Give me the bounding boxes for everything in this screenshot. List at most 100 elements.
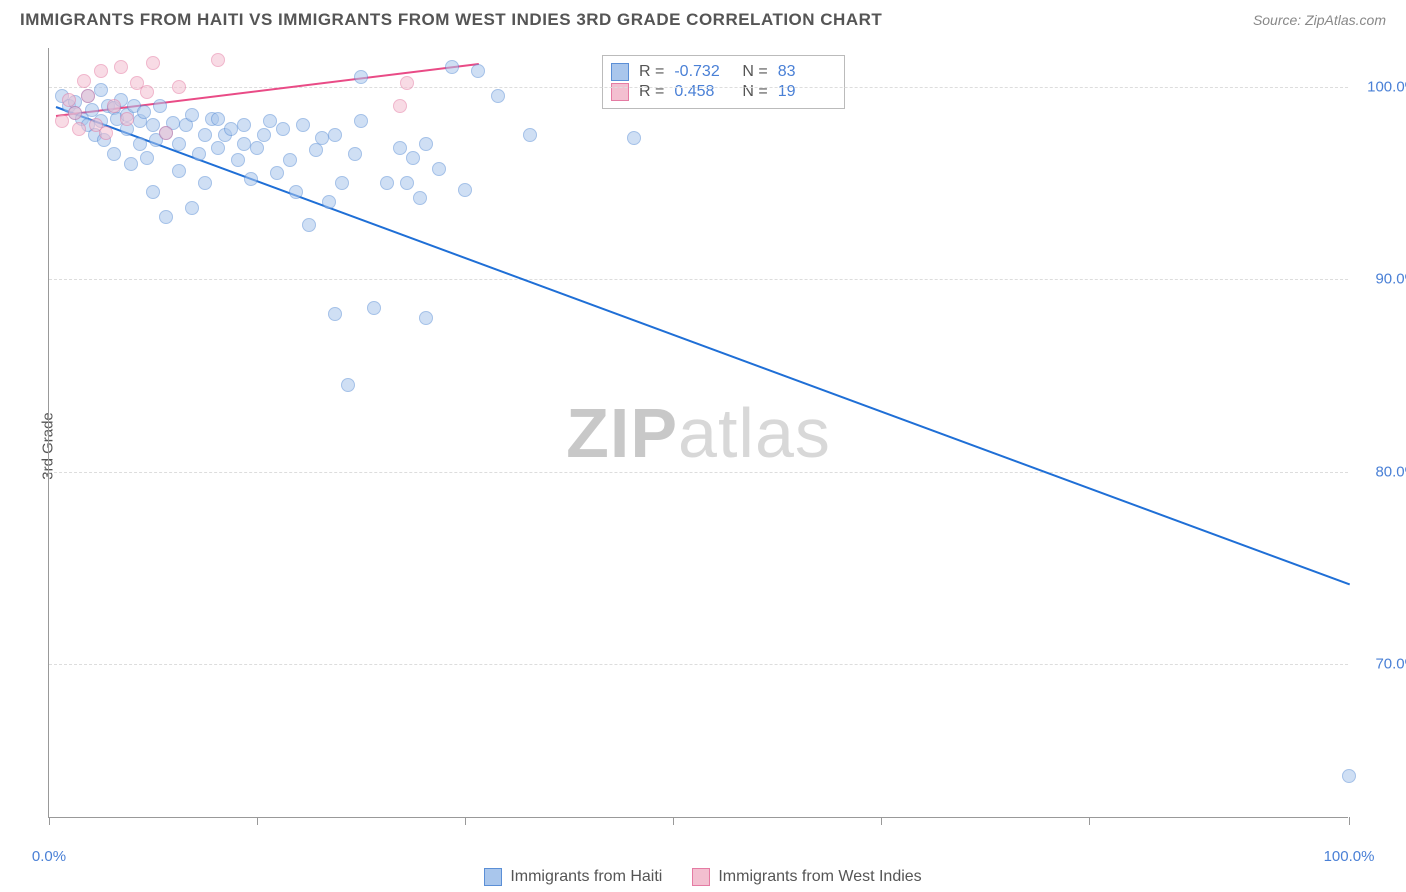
data-point [146,118,160,132]
data-point [140,85,154,99]
legend-label: Immigrants from Haiti [510,868,662,886]
x-tick [673,817,674,825]
data-point [172,80,186,94]
y-tick-label: 80.0% [1375,463,1406,480]
data-point [62,93,76,107]
data-point [211,112,225,126]
data-point [146,185,160,199]
data-point [393,99,407,113]
data-point [192,147,206,161]
legend-swatch [692,868,710,886]
data-point [185,108,199,122]
data-point [354,70,368,84]
data-point [94,64,108,78]
data-point [146,56,160,70]
data-point [263,114,277,128]
legend-item: Immigrants from Haiti [484,868,662,886]
y-tick-label: 70.0% [1375,656,1406,673]
data-point [289,185,303,199]
gridline [49,664,1348,665]
data-point [237,137,251,151]
data-point [120,112,134,126]
correlation-legend: R =-0.732N =83R =0.458N =19 [602,55,845,109]
data-point [354,114,368,128]
source-attribution: Source: ZipAtlas.com [1253,12,1386,28]
data-point [133,137,147,151]
data-point [445,60,459,74]
x-tick-label: 100.0% [1324,848,1375,865]
legend-swatch [611,63,629,81]
data-point [328,307,342,321]
data-point [107,99,121,113]
data-point [302,218,316,232]
data-point [114,60,128,74]
data-point [413,191,427,205]
data-point [406,151,420,165]
data-point [335,176,349,190]
data-point [198,176,212,190]
data-point [185,201,199,215]
data-point [237,118,251,132]
data-point [99,126,113,140]
data-point [198,128,212,142]
legend-r-label: R = [639,63,664,81]
gridline [49,279,1348,280]
data-point [341,378,355,392]
data-point [380,176,394,190]
data-point [244,172,258,186]
data-point [1342,769,1356,783]
x-tick [1089,817,1090,825]
data-point [523,128,537,142]
data-point [270,166,284,180]
data-point [211,141,225,155]
data-point [257,128,271,142]
data-point [172,137,186,151]
data-point [159,126,173,140]
watermark: ZIPatlas [566,393,831,473]
data-point [77,74,91,88]
data-point [107,147,121,161]
x-tick [1349,817,1350,825]
data-point [393,141,407,155]
series-legend: Immigrants from Haiti Immigrants from Wes… [0,868,1406,886]
data-point [419,137,433,151]
legend-row: R =-0.732N =83 [611,63,836,81]
data-point [315,131,329,145]
data-point [72,122,86,136]
x-tick [49,817,50,825]
data-point [458,183,472,197]
data-point [224,122,238,136]
data-point [140,151,154,165]
data-point [124,157,138,171]
watermark-bold: ZIP [566,394,678,472]
data-point [250,141,264,155]
x-tick [465,817,466,825]
header: IMMIGRANTS FROM HAITI VS IMMIGRANTS FROM… [0,0,1406,38]
x-tick [881,817,882,825]
source-prefix: Source: [1253,12,1305,28]
legend-n-value: 83 [778,63,836,81]
data-point [328,128,342,142]
data-point [153,99,167,113]
data-point [432,162,446,176]
data-point [471,64,485,78]
y-tick-label: 90.0% [1375,271,1406,288]
chart-title: IMMIGRANTS FROM HAITI VS IMMIGRANTS FROM… [20,10,882,30]
legend-n-label: N = [742,63,767,81]
y-tick-label: 100.0% [1367,78,1406,95]
data-point [81,89,95,103]
data-point [172,164,186,178]
data-point [296,118,310,132]
source-name: ZipAtlas.com [1305,12,1386,28]
data-point [322,195,336,209]
legend-item: Immigrants from West Indies [692,868,921,886]
legend-label: Immigrants from West Indies [718,868,921,886]
data-point [68,106,82,120]
data-point [55,114,69,128]
data-point [231,153,245,167]
data-point [283,153,297,167]
gridline [49,472,1348,473]
scatter-chart: ZIPatlas R =-0.732N =83R =0.458N =19 70.… [48,48,1348,818]
data-point [211,53,225,67]
data-point [367,301,381,315]
